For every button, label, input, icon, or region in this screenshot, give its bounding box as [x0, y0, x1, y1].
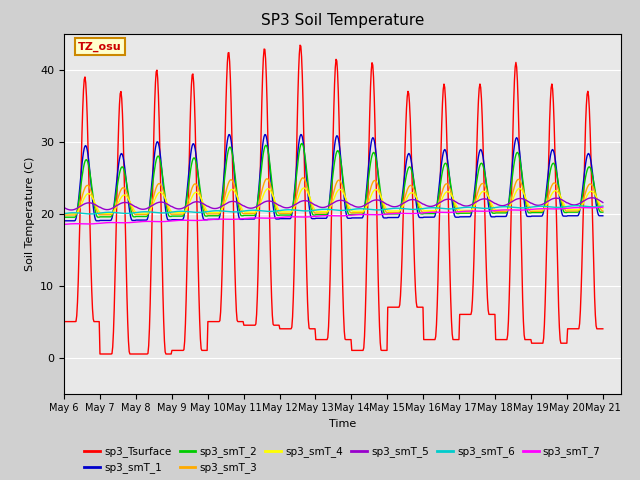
sp3_smT_6 — [70, 210, 77, 216]
Line: sp3_smT_7: sp3_smT_7 — [64, 207, 603, 224]
sp3_smT_7 — [60, 221, 68, 227]
sp3_smT_4 — [60, 210, 68, 216]
sp3_Tsurface — [599, 326, 607, 332]
sp3_smT_4 — [401, 201, 408, 206]
sp3_smT_7 — [415, 210, 422, 216]
sp3_smT_3 — [399, 199, 407, 205]
sp3_smT_2 — [415, 208, 423, 214]
sp3_smT_4 — [126, 199, 134, 205]
sp3_smT_5 — [599, 200, 607, 205]
sp3_smT_1 — [180, 214, 188, 220]
sp3_smT_7 — [180, 217, 188, 223]
sp3_smT_2 — [399, 190, 407, 195]
sp3_smT_4 — [416, 203, 424, 208]
sp3_smT_4 — [209, 210, 217, 216]
Line: sp3_smT_4: sp3_smT_4 — [64, 188, 603, 214]
sp3_smT_2 — [298, 141, 305, 146]
Line: sp3_smT_6: sp3_smT_6 — [64, 206, 603, 214]
sp3_smT_3 — [300, 175, 307, 180]
Y-axis label: Soil Temperature (C): Soil Temperature (C) — [24, 156, 35, 271]
sp3_smT_7 — [125, 220, 133, 226]
sp3_smT_7 — [599, 204, 607, 210]
sp3_smT_1 — [60, 218, 68, 224]
sp3_smT_1 — [70, 218, 77, 224]
sp3_smT_5 — [60, 204, 68, 210]
sp3_smT_3 — [60, 212, 68, 218]
Text: TZ_osu: TZ_osu — [78, 42, 122, 52]
X-axis label: Time: Time — [329, 419, 356, 429]
sp3_smT_5 — [70, 206, 78, 212]
sp3_smT_5 — [415, 199, 423, 204]
Line: sp3_smT_5: sp3_smT_5 — [64, 198, 603, 210]
sp3_smT_5 — [181, 204, 189, 210]
sp3_Tsurface — [96, 351, 104, 357]
sp3_smT_1 — [125, 205, 133, 211]
sp3_smT_1 — [599, 213, 607, 219]
sp3_smT_5 — [399, 200, 407, 206]
sp3_Tsurface — [60, 319, 68, 324]
sp3_smT_6 — [60, 211, 68, 216]
sp3_smT_6 — [209, 208, 217, 214]
sp3_smT_5 — [209, 205, 217, 211]
sp3_smT_2 — [125, 197, 133, 203]
sp3_smT_2 — [209, 213, 216, 219]
Line: sp3_Tsurface: sp3_Tsurface — [64, 45, 603, 354]
sp3_Tsurface — [70, 319, 77, 324]
Line: sp3_smT_1: sp3_smT_1 — [64, 134, 603, 221]
sp3_smT_4 — [599, 206, 607, 212]
Title: SP3 Soil Temperature: SP3 Soil Temperature — [260, 13, 424, 28]
sp3_smT_6 — [573, 203, 580, 209]
sp3_smT_5 — [68, 207, 76, 213]
sp3_Tsurface — [401, 174, 408, 180]
sp3_smT_7 — [399, 211, 406, 216]
sp3_smT_3 — [415, 204, 423, 209]
sp3_smT_2 — [60, 214, 68, 220]
sp3_smT_2 — [180, 211, 188, 217]
sp3_smT_6 — [399, 206, 407, 212]
sp3_smT_7 — [209, 216, 216, 222]
sp3_smT_4 — [63, 211, 70, 216]
sp3_smT_1 — [415, 215, 423, 220]
sp3_smT_5 — [126, 201, 134, 206]
sp3_Tsurface — [296, 42, 304, 48]
sp3_smT_1 — [297, 132, 305, 137]
sp3_Tsurface — [126, 351, 134, 357]
Line: sp3_smT_3: sp3_smT_3 — [64, 178, 603, 215]
sp3_smT_1 — [399, 182, 407, 188]
sp3_smT_6 — [126, 210, 134, 216]
sp3_smT_3 — [209, 211, 216, 217]
sp3_smT_6 — [86, 211, 94, 217]
sp3_smT_1 — [209, 216, 216, 222]
sp3_smT_2 — [70, 214, 77, 220]
sp3_smT_6 — [181, 208, 189, 214]
sp3_smT_3 — [125, 197, 133, 203]
sp3_smT_3 — [70, 212, 77, 218]
sp3_smT_2 — [599, 209, 607, 215]
sp3_smT_4 — [70, 211, 78, 216]
sp3_smT_4 — [181, 209, 189, 215]
sp3_smT_4 — [300, 185, 308, 191]
sp3_Tsurface — [209, 319, 217, 324]
sp3_smT_7 — [70, 221, 77, 227]
sp3_Tsurface — [181, 338, 189, 344]
sp3_smT_5 — [589, 195, 596, 201]
Line: sp3_smT_2: sp3_smT_2 — [64, 144, 603, 217]
sp3_smT_6 — [415, 206, 423, 212]
sp3_smT_3 — [180, 210, 188, 216]
sp3_smT_6 — [599, 203, 607, 209]
Legend: sp3_Tsurface, sp3_smT_1, sp3_smT_2, sp3_smT_3, sp3_smT_4, sp3_smT_5, sp3_smT_6, : sp3_Tsurface, sp3_smT_1, sp3_smT_2, sp3_… — [80, 442, 605, 478]
sp3_smT_3 — [599, 208, 607, 214]
sp3_Tsurface — [416, 304, 424, 310]
